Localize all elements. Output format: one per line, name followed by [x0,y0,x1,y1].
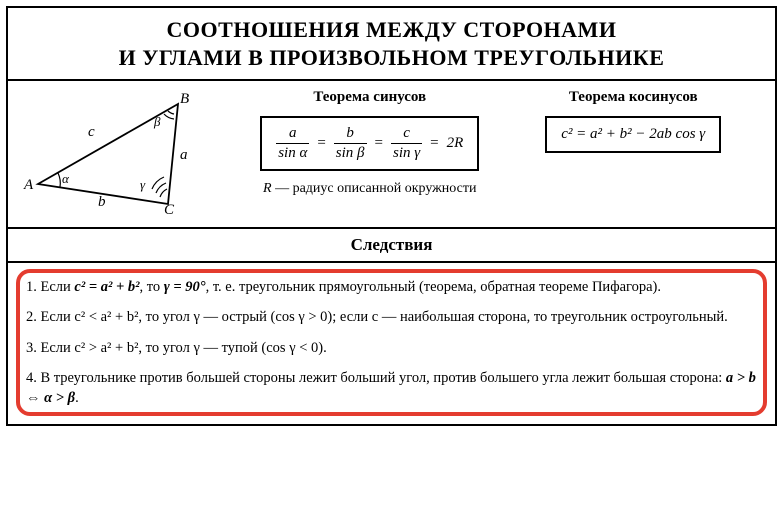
triangle-diagram: A B C c a b α β γ [18,89,238,219]
eq3: = [430,135,438,152]
corollary-2: 2. Если c² < a² + b², то угол γ — острый… [26,307,757,327]
title-line2: И УГЛАМИ В ПРОИЗВОЛЬНОМ ТРЕУГОЛЬНИКЕ [18,44,765,72]
corollaries-block: 1. Если c² = a² + b², то γ = 90°, т. е. … [8,263,775,424]
corollary-3: 3. Если c² > a² + b², то угол γ — тупой … [26,338,757,358]
triangle-svg [18,89,238,219]
side-b: b [98,194,106,211]
vertex-A: A [24,177,33,194]
note-rest: — радиус описанной окружности [272,181,477,196]
theorems-row: A B C c a b α β γ Теорема синусов a sin … [8,81,775,229]
sin-theorem-col: Теорема синусов a sin α = b sin β = c si… [238,89,502,197]
vertex-B: B [180,91,189,108]
title-line1: СООТНОШЕНИЯ МЕЖДУ СТОРОНАМИ [18,16,765,44]
side-a: a [180,147,188,164]
eq1: = [317,135,325,152]
angle-gamma: γ [140,177,145,193]
page-root: СООТНОШЕНИЯ МЕЖДУ СТОРОНАМИ И УГЛАМИ В П… [0,6,783,517]
corollary-4: 4. В треугольнике против большей стороны… [26,368,757,409]
angle-beta: β [154,114,160,130]
frac-c: c sin γ [391,126,422,161]
eq2: = [375,135,383,152]
cos-formula-box: c² = a² + b² − 2ab cos γ [545,116,721,153]
angle-alpha: α [62,171,69,187]
main-frame: СООТНОШЕНИЯ МЕЖДУ СТОРОНАМИ И УГЛАМИ В П… [6,6,777,426]
cos-heading: Теорема косинусов [569,89,698,106]
side-c: c [88,124,95,141]
title-box: СООТНОШЕНИЯ МЕЖДУ СТОРОНАМИ И УГЛАМИ В П… [8,8,775,81]
frac-a: a sin α [276,126,309,161]
frac-b: b sin β [334,126,367,161]
vertex-C: C [164,202,174,219]
corollary-1: 1. Если c² = a² + b², то γ = 90°, т. е. … [26,277,757,297]
sin-heading: Теорема синусов [313,89,426,106]
radius-note: R — радиус описанной окружности [263,181,476,197]
note-R: R [263,181,272,196]
cos-theorem-col: Теорема косинусов c² = a² + b² − 2ab cos… [502,89,766,153]
sin-formula-box: a sin α = b sin β = c sin γ = 2R [260,116,479,171]
two-R: 2R [447,135,464,152]
corollaries-header: Следствия [8,229,775,263]
cos-formula: c² = a² + b² − 2ab cos γ [561,126,705,143]
